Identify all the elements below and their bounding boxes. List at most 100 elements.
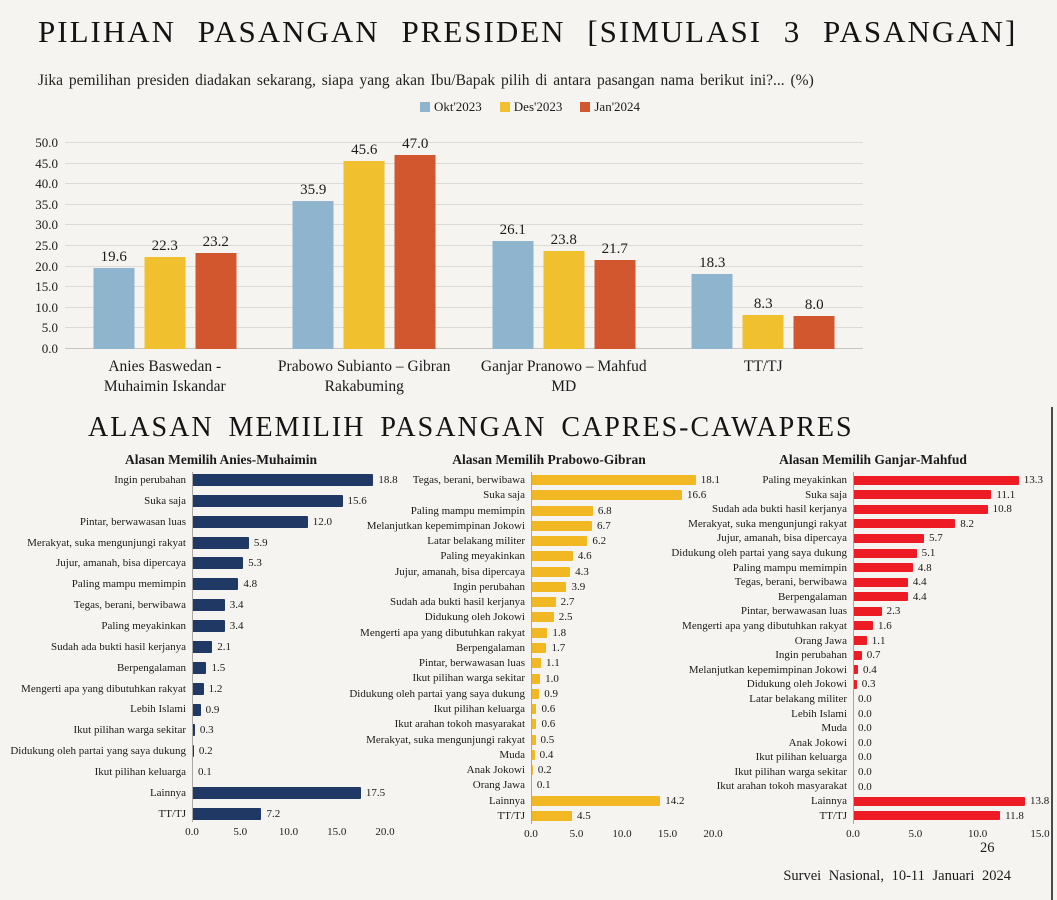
reason-bar bbox=[192, 640, 213, 653]
bar bbox=[93, 268, 135, 349]
reason-label: Pintar, berwawasan luas bbox=[740, 605, 847, 618]
bar-value-label: 45.6 bbox=[351, 142, 378, 159]
reason-bar bbox=[853, 811, 1001, 821]
reason-row: TT/TJ 7.2 bbox=[6, 808, 436, 820]
reason-label: Merakyat, suka mengunjungi rakyat bbox=[366, 733, 525, 746]
reason-row: Ikut pilihan warga sekitar 1.0 bbox=[338, 672, 760, 684]
x-tick-label: 0.0 bbox=[846, 828, 860, 840]
reason-row: Ikut pilihan warga sekitar 0.3 bbox=[6, 724, 436, 737]
reason-value-label: 4.8 bbox=[243, 578, 258, 591]
reason-row: Tegas, berani, berwibawa 3.4 bbox=[6, 599, 436, 612]
reason-value-label: 1.7 bbox=[551, 641, 566, 654]
legend-swatch-icon bbox=[499, 102, 510, 112]
reason-value-label: 3.4 bbox=[229, 599, 244, 612]
reason-value-label: 16.6 bbox=[687, 489, 707, 502]
x-tick-label: 20.0 bbox=[703, 828, 723, 840]
reason-value-label: 6.8 bbox=[597, 504, 612, 517]
reason-bar bbox=[192, 494, 343, 507]
reason-label: Ikut pilihan warga sekitar bbox=[73, 724, 186, 737]
reason-value-label: 1.6 bbox=[877, 619, 892, 632]
y-tick-label: 30.0 bbox=[35, 217, 58, 233]
reason-row: Orang Jawa 1.1 bbox=[660, 635, 1057, 647]
reason-bar bbox=[531, 581, 567, 592]
reason-value-label: 0.4 bbox=[539, 748, 554, 761]
y-tick-label: 40.0 bbox=[35, 176, 58, 192]
reason-value-label: 0.0 bbox=[858, 736, 872, 749]
reason-row: Suka saja 11.1 bbox=[660, 489, 1057, 501]
reason-row: Lainnya 17.5 bbox=[6, 787, 436, 799]
reason-label: Tegas, berani, berwibawa bbox=[412, 474, 525, 486]
bar-column: 35.9 bbox=[292, 182, 334, 349]
reason-label: Jujur, amanah, bisa dipercaya bbox=[56, 557, 186, 570]
reason-bar bbox=[531, 642, 547, 653]
legend-item: Jan'2024 bbox=[580, 99, 640, 115]
reason-bar bbox=[192, 599, 225, 612]
grid-line bbox=[65, 286, 863, 288]
x-tick-label: 20.0 bbox=[375, 826, 395, 838]
reason-bar bbox=[853, 606, 882, 616]
reason-label: Suka saja bbox=[805, 488, 847, 501]
category-label: TT/TJ bbox=[743, 358, 783, 375]
bar bbox=[793, 316, 835, 349]
reason-bar bbox=[531, 551, 573, 562]
reason-row: TT/TJ 11.8 bbox=[660, 810, 1057, 822]
bar-value-label: 19.6 bbox=[100, 249, 127, 266]
reason-row: Ikut pilihan keluarga 0.1 bbox=[6, 766, 436, 779]
grouped-bar-chart: 0.0 5.0 10.0 15.0 20.0 25.0 30.0 35.0 40.0 45.0 50… bbox=[0, 0, 1057, 410]
x-tick-label: 5.0 bbox=[908, 828, 923, 840]
reason-row: Suka saja 16.6 bbox=[338, 489, 760, 501]
reason-label: Muda bbox=[821, 722, 847, 735]
reason-label: Jujur, amanah, bisa dipercaya bbox=[395, 565, 525, 578]
bar-column: 21.7 bbox=[594, 241, 636, 349]
reason-value-label: 0.7 bbox=[866, 649, 881, 662]
legend-swatch-icon bbox=[580, 102, 591, 112]
x-tick-label: 15.0 bbox=[327, 826, 347, 838]
reason-value-label: 18.1 bbox=[700, 474, 720, 487]
reason-bar bbox=[531, 795, 661, 806]
reason-value-label: 0.9 bbox=[205, 703, 220, 716]
reason-row: Ikut pilihan warga sekitar 0.0 bbox=[660, 766, 1057, 778]
x-tick-label: 5.0 bbox=[569, 828, 584, 840]
reason-label: Merakyat, suka mengunjungi rakyat bbox=[688, 517, 847, 530]
reason-value-label: 0.0 bbox=[858, 722, 872, 735]
category-slot: 35.9 45.6 47.0 bbox=[265, 136, 465, 349]
bar bbox=[144, 257, 186, 349]
reason-label: Merakyat, suka mengunjungi rakyat bbox=[27, 536, 186, 549]
y-tick-label: 35.0 bbox=[35, 196, 58, 212]
reason-value-label: 6.2 bbox=[592, 535, 607, 548]
section-title: ALASAN MEMILIH PASANGAN CAPRES-CAWAPRES bbox=[88, 412, 854, 443]
reason-label: Ikut arahan tokoh masyarakat bbox=[394, 718, 525, 731]
reason-label: Paling mampu memimpin bbox=[732, 561, 847, 574]
reason-bar bbox=[192, 557, 244, 570]
y-tick-label: 15.0 bbox=[35, 279, 58, 295]
reason-label: Ingin perubahan bbox=[114, 474, 186, 486]
bar-column: 23.8 bbox=[543, 232, 585, 349]
reason-row: Melanjutkan kepemimpinan Jokowi 6.7 bbox=[338, 520, 760, 532]
x-tick-label: 10.0 bbox=[278, 826, 299, 838]
reason-label: Latar belakang militer bbox=[749, 692, 847, 705]
reason-value-label: 0.2 bbox=[198, 745, 213, 758]
reason-bar bbox=[192, 682, 204, 695]
reason-label: Didukung oleh Jokowi bbox=[746, 678, 847, 691]
x-tick-label: 0.0 bbox=[185, 826, 199, 838]
reason-label: Paling meyakinkan bbox=[440, 550, 525, 563]
reason-bar bbox=[531, 612, 554, 623]
hbar-rows: Paling meyakinkan 13.3 Suka saja 11.1 Sudah … bbox=[660, 472, 1057, 824]
x-tick-label: 15.0 bbox=[1030, 828, 1050, 840]
reason-bar bbox=[531, 536, 588, 547]
reason-value-label: 0.6 bbox=[541, 703, 556, 716]
grid-line bbox=[65, 203, 863, 205]
reason-row: Paling meyakinkan 4.6 bbox=[338, 550, 760, 562]
bar bbox=[492, 241, 534, 349]
reason-bar bbox=[853, 650, 862, 660]
reason-label: Paling meyakinkan bbox=[101, 620, 186, 633]
reason-row: Ikut pilihan keluarga 0.6 bbox=[338, 703, 760, 715]
reason-value-label: 5.7 bbox=[929, 532, 943, 545]
bar-column: 19.6 bbox=[93, 249, 135, 349]
bar bbox=[691, 273, 733, 349]
bar-value-label: 22.3 bbox=[151, 238, 178, 255]
y-tick-label: 25.0 bbox=[35, 238, 58, 253]
reason-label: Lainnya bbox=[149, 786, 186, 799]
y-tick-label: 45.0 bbox=[35, 155, 58, 171]
reason-label: Lebih Islami bbox=[791, 707, 847, 720]
